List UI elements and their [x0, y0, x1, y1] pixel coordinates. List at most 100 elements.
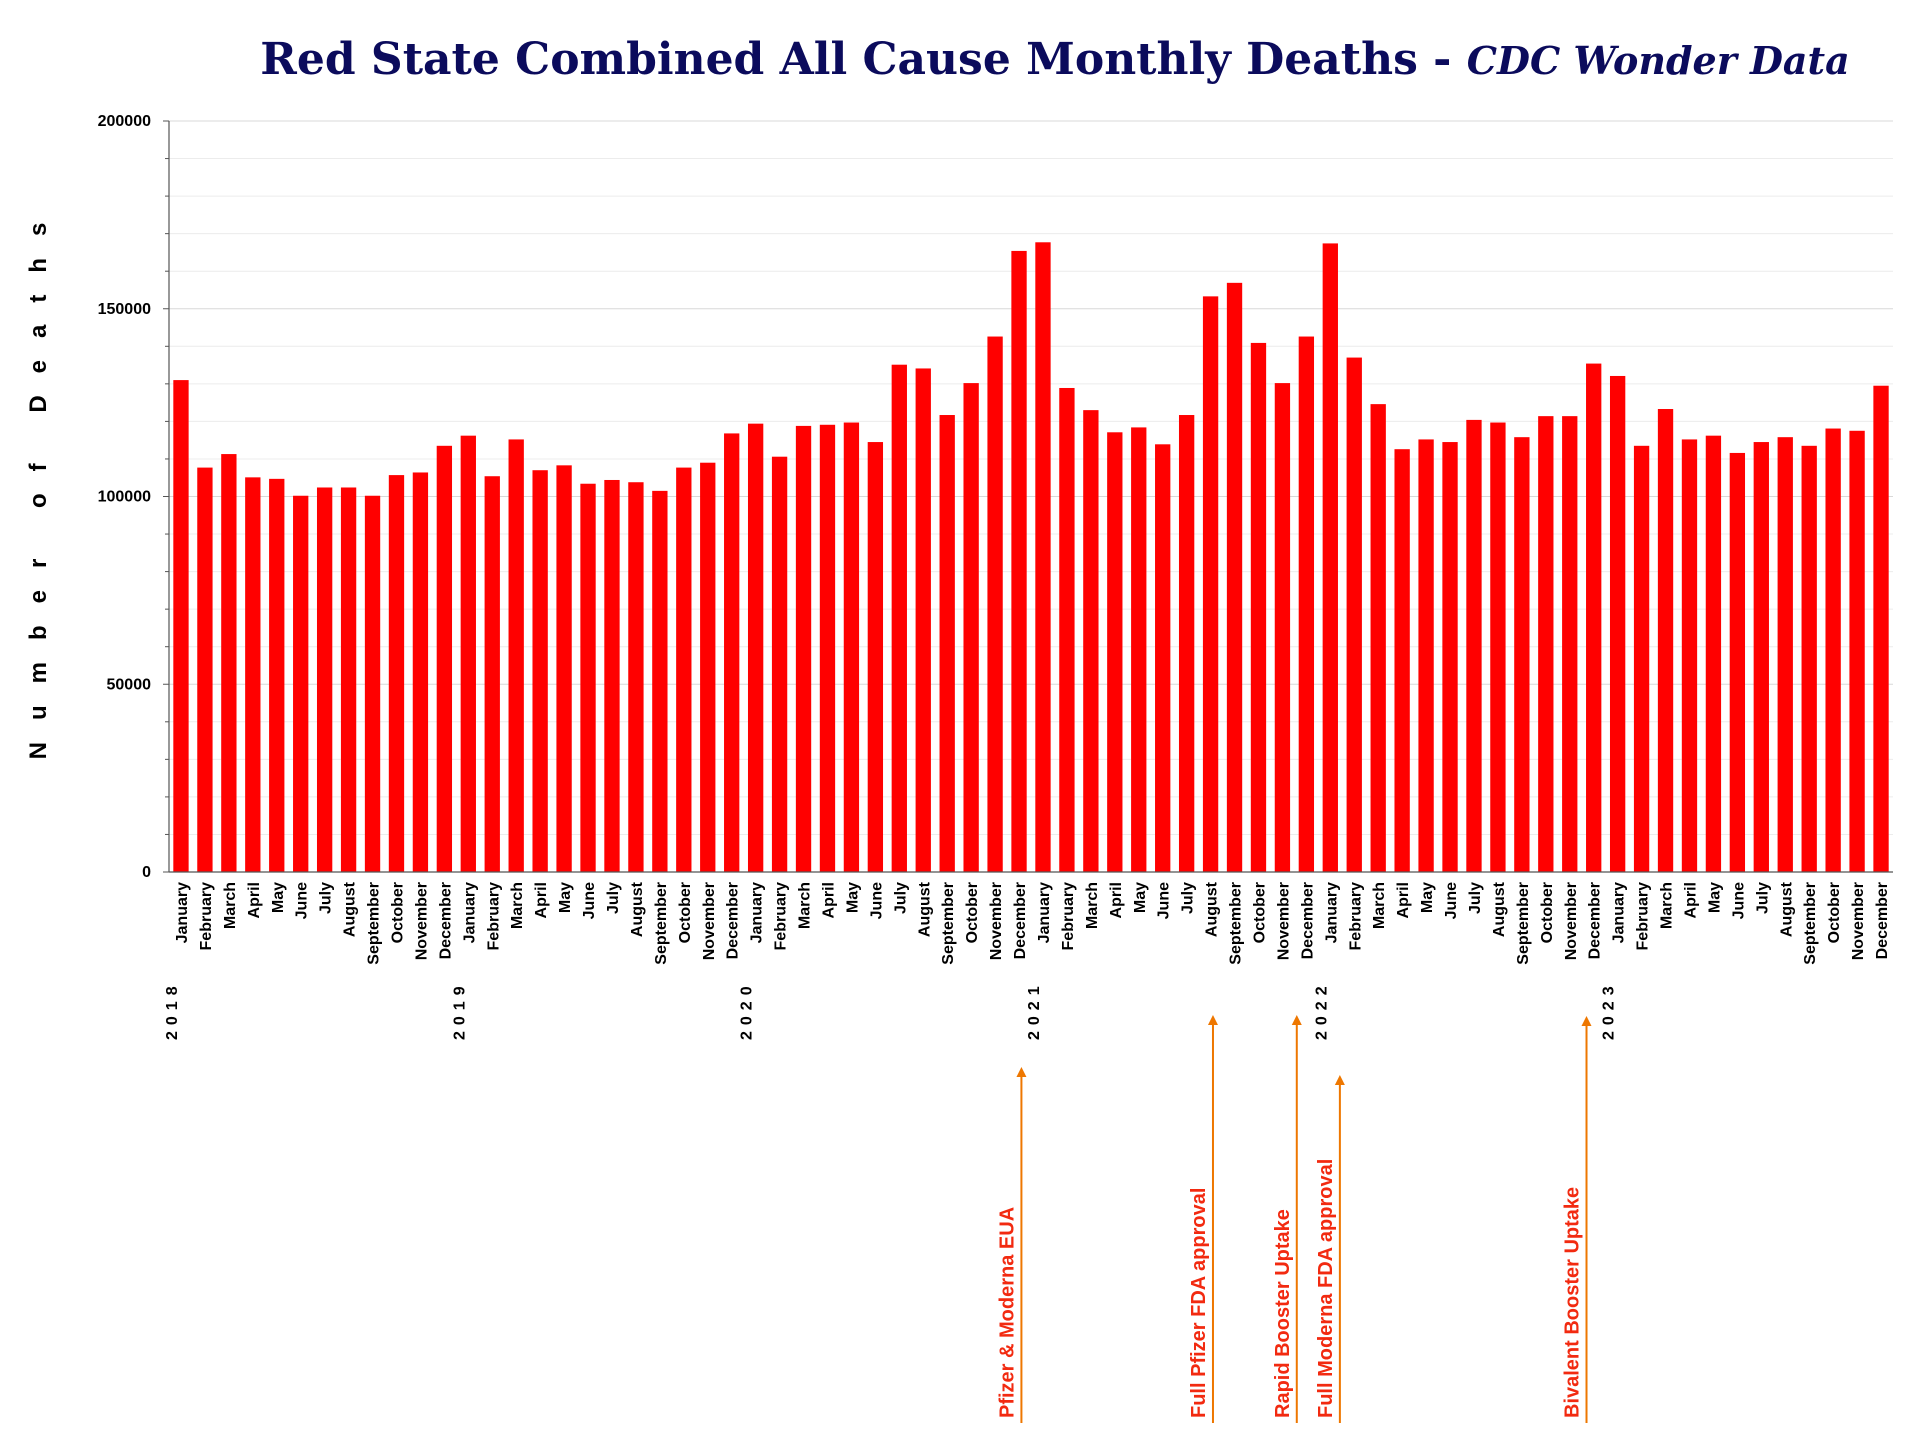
bar	[1849, 430, 1865, 872]
bar	[724, 433, 740, 872]
month-label: August	[1491, 881, 1508, 937]
bar	[364, 495, 381, 872]
month-label: January	[174, 882, 191, 943]
bar	[771, 456, 788, 872]
month-label: March	[1659, 882, 1676, 929]
month-label: May	[557, 882, 574, 913]
month-label: July	[1180, 882, 1197, 914]
bar	[1442, 442, 1458, 872]
month-label: June	[868, 882, 885, 919]
bar	[1466, 419, 1482, 872]
bar	[293, 495, 309, 872]
month-label: May	[1132, 882, 1149, 913]
month-label: December	[1299, 882, 1316, 959]
month-label: August	[916, 881, 933, 937]
month-label: February	[1060, 882, 1077, 951]
month-label: December	[725, 882, 742, 959]
bar	[412, 472, 429, 872]
bar	[1801, 445, 1817, 872]
month-label: August	[1778, 881, 1795, 937]
y-tick-label: 150000	[98, 301, 151, 318]
month-label: May	[1706, 882, 1723, 913]
year-label: 2019	[451, 980, 468, 1040]
arrow-head-icon	[1016, 1067, 1027, 1077]
bar	[1562, 416, 1578, 872]
bar	[1753, 442, 1769, 872]
bar	[843, 422, 860, 872]
bar	[1633, 445, 1650, 872]
month-label: February	[1635, 882, 1652, 951]
bar	[580, 483, 596, 872]
bar	[1609, 375, 1626, 872]
month-label: July	[1754, 882, 1771, 914]
bar	[245, 477, 261, 872]
month-label: February	[773, 882, 790, 951]
month-label: September	[1228, 882, 1245, 965]
bar	[460, 435, 476, 872]
month-label: January	[461, 882, 478, 943]
bar	[1777, 437, 1793, 872]
annotation-label: Full Moderna FDA approval	[1315, 1159, 1337, 1418]
month-label: April	[820, 882, 837, 918]
year-label: 2023	[1601, 980, 1618, 1040]
axes: 0 50000 100000 150000 200000	[98, 113, 1893, 881]
month-label: September	[940, 882, 957, 965]
month-label: July	[1467, 882, 1484, 914]
month-label: January	[749, 882, 766, 943]
bar	[1729, 452, 1746, 872]
month-label: September	[1515, 882, 1532, 965]
month-label: February	[198, 882, 215, 951]
month-label: November	[413, 882, 430, 960]
year-label: 2018	[164, 980, 181, 1040]
bar	[1298, 336, 1315, 872]
year-label: 2022	[1313, 980, 1330, 1040]
month-label: October	[1539, 882, 1556, 943]
month-label: December	[1012, 882, 1029, 959]
month-label: April	[246, 882, 263, 918]
month-label: February	[485, 882, 502, 951]
bar	[556, 465, 572, 872]
bar	[1681, 439, 1698, 872]
bar	[1825, 428, 1841, 872]
arrow-head-icon	[1291, 1015, 1302, 1025]
month-label: March	[509, 882, 526, 929]
month-label: June	[581, 882, 598, 919]
arrow-head-icon	[1334, 1075, 1345, 1085]
bar	[676, 467, 692, 872]
bar	[1083, 410, 1099, 872]
month-label: August	[1204, 881, 1221, 937]
month-label: February	[1347, 882, 1364, 951]
bar	[939, 415, 955, 872]
bar	[819, 424, 836, 872]
month-label: March	[797, 882, 814, 929]
month-label: September	[366, 882, 383, 965]
annotation-label: Bivalent Booster Uptake	[1562, 1187, 1584, 1418]
year-label: 2020	[739, 980, 756, 1040]
bar	[1657, 409, 1674, 872]
month-label: November	[1563, 882, 1580, 960]
bar	[269, 478, 285, 872]
bar	[1538, 416, 1554, 872]
y-axis-label: Number of Deaths	[25, 201, 52, 760]
bar	[1059, 387, 1075, 872]
month-label: July	[318, 882, 335, 914]
y-tick-label: 50000	[107, 676, 152, 693]
bar	[484, 476, 500, 872]
chart-title: Red State Combined All Cause Monthly Dea…	[260, 34, 1849, 85]
bar	[1322, 243, 1338, 873]
annotation-label: Pfizer & Moderna EUA	[996, 1207, 1018, 1418]
month-label: November	[988, 882, 1005, 960]
month-label: July	[605, 882, 622, 914]
month-label: June	[1730, 882, 1747, 919]
month-label: April	[1395, 882, 1412, 918]
month-label: June	[1156, 882, 1173, 919]
month-label: January	[1611, 882, 1628, 943]
arrow-head-icon	[1581, 1016, 1592, 1026]
bar	[747, 423, 764, 872]
chart-title-italic: CDC Wonder Data	[1467, 38, 1850, 83]
month-label: April	[1108, 882, 1125, 918]
annotation-label: Full Pfizer FDA approval	[1188, 1188, 1210, 1418]
month-label: October	[1251, 882, 1268, 943]
bar	[604, 479, 620, 872]
